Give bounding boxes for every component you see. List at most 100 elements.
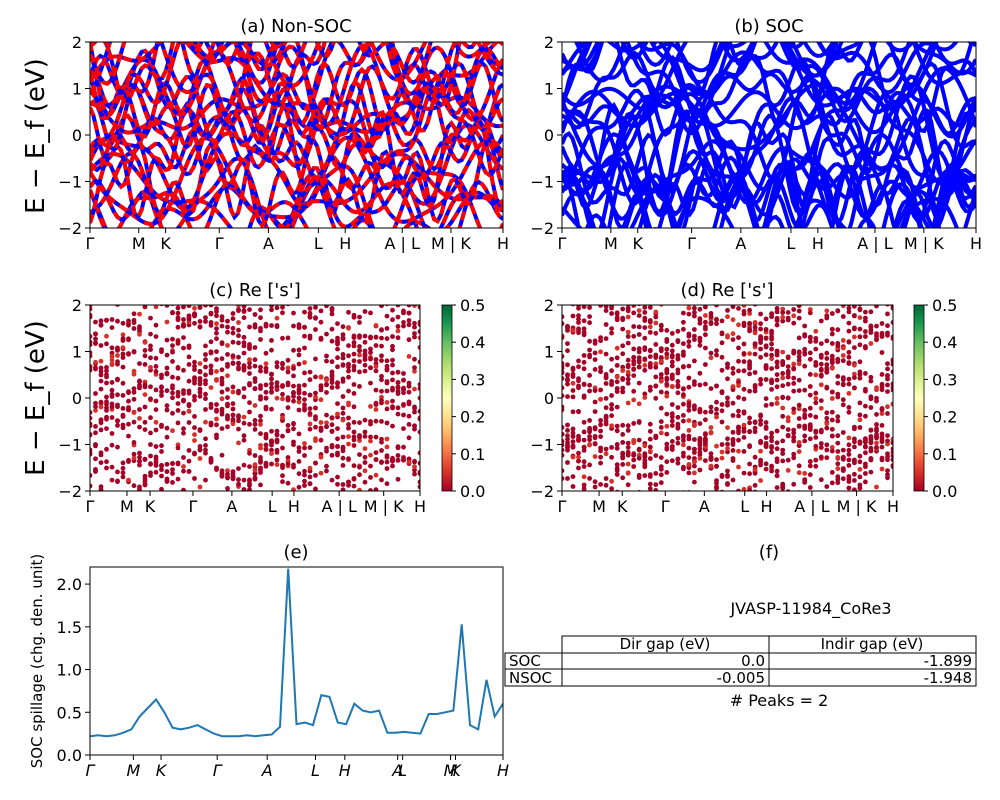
projection-point xyxy=(560,277,565,282)
projection-point xyxy=(176,502,181,507)
projection-point xyxy=(164,469,170,474)
projection-point xyxy=(802,271,807,276)
projection-point xyxy=(625,357,631,363)
projection-point xyxy=(636,455,642,461)
projection-point xyxy=(631,437,637,443)
projection-point xyxy=(197,447,203,452)
projection-point xyxy=(664,470,670,475)
projection-point xyxy=(395,380,401,385)
projection-point xyxy=(148,355,153,361)
projection-point xyxy=(324,292,329,297)
projection-point xyxy=(302,300,307,305)
projection-point xyxy=(592,426,598,432)
projection-point xyxy=(142,348,148,353)
x-tick-label: Γ xyxy=(213,761,223,780)
projection-point xyxy=(587,297,592,302)
projection-point xyxy=(263,350,269,356)
projection-point xyxy=(258,467,263,473)
projection-point xyxy=(647,330,653,335)
projection-point xyxy=(874,263,879,268)
band-line-nsoc-dashed xyxy=(90,135,503,226)
projection-point xyxy=(230,325,236,331)
projection-point xyxy=(802,323,808,329)
projection-point xyxy=(263,447,269,452)
projection-point xyxy=(846,463,852,468)
projection-point xyxy=(159,389,164,395)
projection-point xyxy=(824,308,830,314)
projection-point xyxy=(324,390,329,395)
projection-point xyxy=(626,252,631,257)
projection-point xyxy=(562,364,565,369)
projection-point xyxy=(852,444,857,450)
projection-point xyxy=(797,282,802,287)
projection-point xyxy=(774,456,780,462)
projection-point xyxy=(603,375,609,381)
projection-point xyxy=(164,403,170,409)
cb-tick-label: 0.1 xyxy=(460,445,485,464)
projection-point xyxy=(214,349,219,354)
projection-point xyxy=(335,268,340,273)
projection-point xyxy=(159,276,164,281)
projection-point xyxy=(869,273,874,278)
projection-point xyxy=(774,309,780,315)
projection-point xyxy=(813,275,818,280)
projection-point xyxy=(758,413,763,419)
projection-point xyxy=(385,275,390,280)
projection-point xyxy=(247,371,252,376)
projection-point xyxy=(181,505,186,510)
projection-point xyxy=(852,293,857,298)
projection-point xyxy=(417,395,420,401)
projection-point xyxy=(153,364,159,369)
projection-point xyxy=(669,418,675,424)
projection-point xyxy=(785,381,791,387)
projection-point xyxy=(351,343,357,349)
projection-point xyxy=(786,498,791,503)
projection-point xyxy=(670,260,675,265)
projection-point xyxy=(363,286,368,291)
projection-point xyxy=(115,353,120,358)
projection-point xyxy=(357,258,362,263)
projection-point xyxy=(175,420,181,426)
projection-point xyxy=(879,334,885,339)
band-line-nsoc-dashed xyxy=(187,42,336,72)
projection-point xyxy=(576,491,581,496)
projection-point xyxy=(181,292,186,297)
projection-point xyxy=(730,370,736,376)
projection-point xyxy=(774,322,780,328)
projection-point xyxy=(647,486,653,491)
projection-point xyxy=(565,341,570,346)
projection-point xyxy=(697,421,703,426)
projection-point xyxy=(346,415,351,421)
projection-point xyxy=(813,414,819,420)
projection-point xyxy=(736,437,741,443)
x-tick-label: K xyxy=(450,761,462,780)
projection-point xyxy=(648,298,653,303)
projection-point xyxy=(736,425,741,431)
projection-point xyxy=(874,336,879,342)
projection-point xyxy=(658,472,664,478)
projection-point xyxy=(659,305,664,307)
projection-point xyxy=(669,359,675,365)
projection-point xyxy=(753,539,758,544)
projection-point xyxy=(658,378,664,384)
projection-point xyxy=(675,338,681,343)
projection-point xyxy=(170,467,175,472)
projection-point xyxy=(664,381,670,387)
projection-point xyxy=(714,414,719,420)
projection-point xyxy=(296,471,302,477)
projection-point xyxy=(368,274,373,279)
projection-point xyxy=(192,451,197,457)
projection-point xyxy=(581,353,587,358)
projection-point xyxy=(203,419,208,425)
projection-point xyxy=(247,400,252,406)
projection-point xyxy=(164,476,170,482)
projection-point xyxy=(104,465,109,471)
projection-point xyxy=(681,326,686,332)
projection-point xyxy=(324,305,329,309)
projection-point xyxy=(863,318,868,324)
projection-point xyxy=(686,418,692,423)
projection-point xyxy=(570,388,576,393)
projection-point xyxy=(647,305,653,310)
projection-point xyxy=(329,422,335,428)
